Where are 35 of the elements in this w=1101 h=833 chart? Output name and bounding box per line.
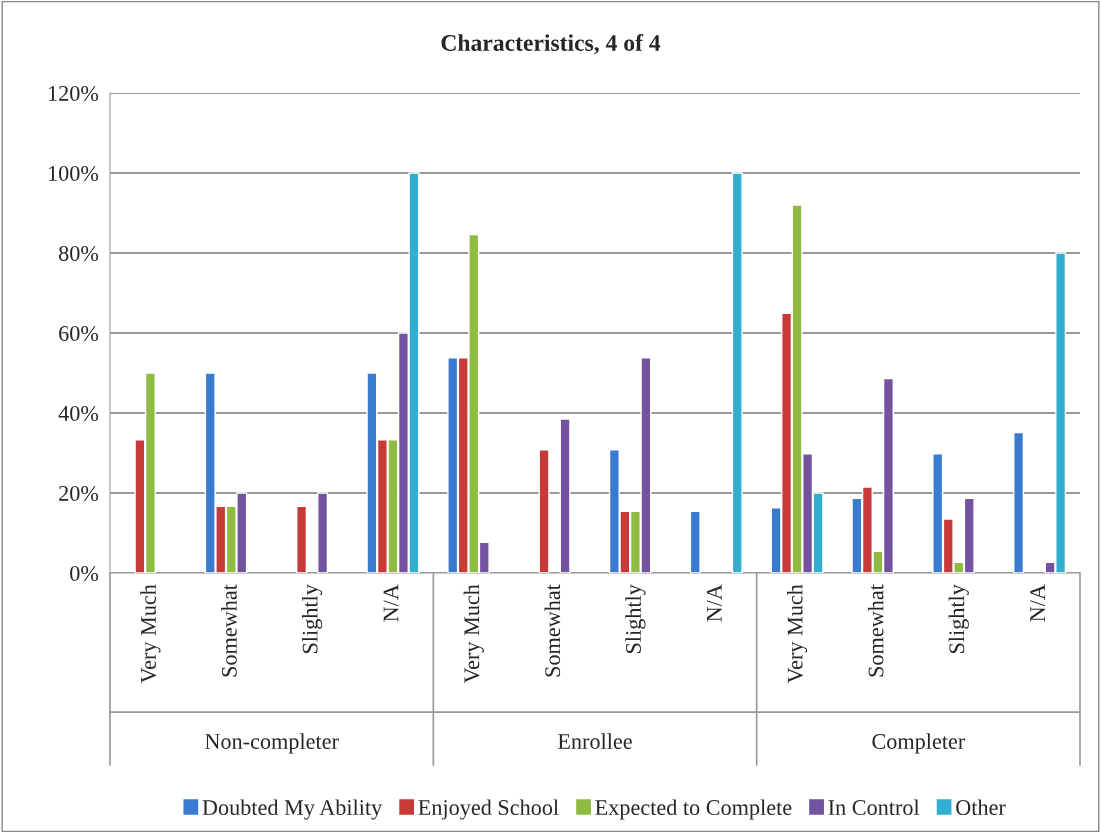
bar: [538, 449, 550, 573]
chart-title: Characteristics, 4 of 4: [441, 34, 661, 55]
x-tick-label: N/A: [383, 584, 399, 622]
y-tick-label: 20%: [59, 485, 99, 501]
y-tick-label: 0%: [70, 565, 99, 581]
x-tick-label: N/A: [706, 584, 722, 622]
bar: [559, 418, 571, 573]
bar: [689, 510, 701, 573]
bar: [731, 172, 743, 573]
y-tick-label: 40%: [58, 405, 99, 421]
x-tick-label: Very Much: [786, 584, 808, 684]
x-tick-label: Slightly: [301, 584, 323, 654]
bar: [317, 492, 329, 573]
x-tick-label: Somewhat: [867, 584, 884, 677]
legend-label: In Control: [828, 799, 920, 816]
text: Completer: [872, 733, 966, 754]
x-tick-label: Very Much: [463, 584, 484, 684]
x-tick-label: Very Much: [140, 584, 161, 684]
legend-label: Expected to Complete: [595, 799, 792, 820]
y-tick-label: 120%: [49, 85, 99, 101]
x-tick-label: Somewhat: [544, 584, 561, 677]
x-tick-label: Slightly: [948, 584, 969, 654]
y-tick-label: 60%: [59, 325, 99, 341]
y-tick-label: 100%: [49, 165, 99, 181]
x-tick-label: Slightly: [625, 584, 646, 654]
text: Enrollee: [558, 733, 632, 749]
text: Non-completer: [205, 733, 339, 754]
legend-label: Enjoyed School: [418, 799, 559, 820]
legend-label: Doubted My Ability: [202, 799, 383, 820]
legend-label: Other: [956, 799, 1006, 816]
x-tick-label: Somewhat: [221, 584, 237, 677]
x-tick-label: N/A: [1030, 584, 1046, 622]
y-tick-label: 80%: [59, 245, 99, 261]
bar: [1013, 431, 1025, 573]
bar: [296, 505, 308, 573]
